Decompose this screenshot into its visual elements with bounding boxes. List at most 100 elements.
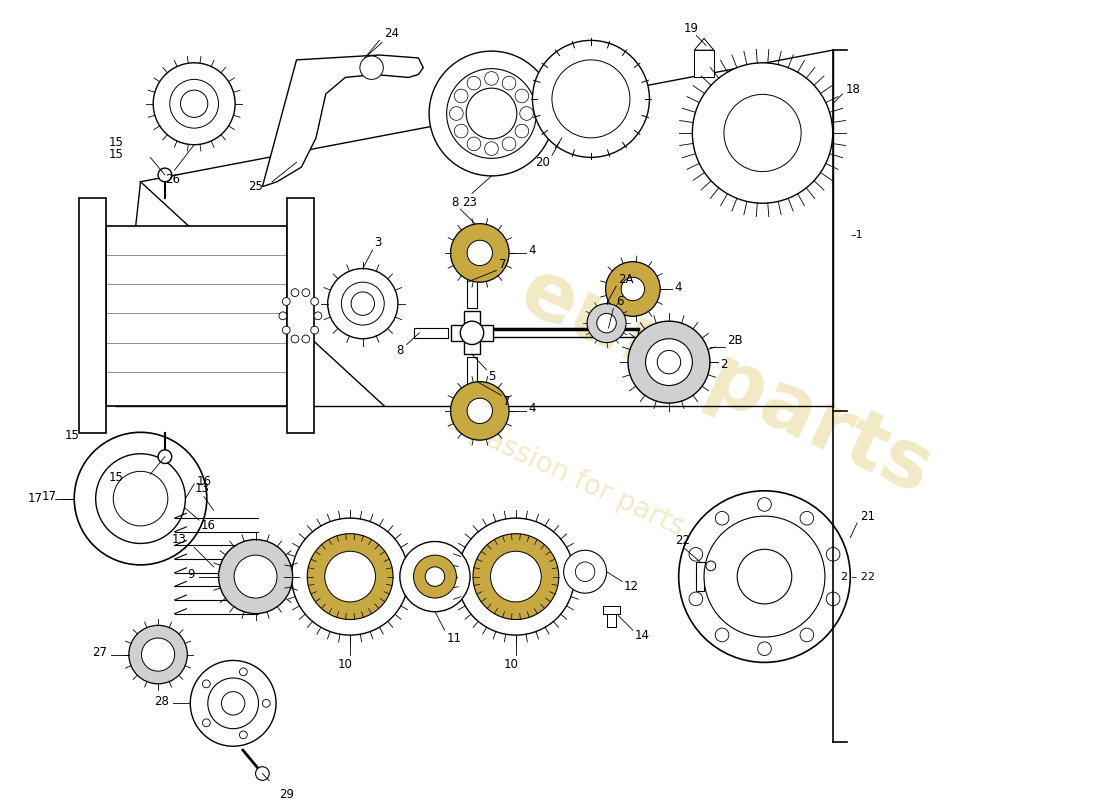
Text: 16: 16 <box>197 474 212 487</box>
Circle shape <box>826 592 840 606</box>
Circle shape <box>283 326 290 334</box>
Text: 17: 17 <box>28 492 43 505</box>
Circle shape <box>208 678 258 729</box>
Circle shape <box>96 454 186 543</box>
Bar <box>603 606 620 614</box>
Circle shape <box>689 592 703 606</box>
Bar <box>287 198 315 434</box>
Circle shape <box>468 76 481 90</box>
Text: 23: 23 <box>463 196 477 209</box>
Text: 2B: 2B <box>727 334 744 347</box>
Circle shape <box>532 40 649 158</box>
Polygon shape <box>694 38 714 50</box>
Text: 18: 18 <box>846 82 860 96</box>
Circle shape <box>240 731 248 738</box>
Circle shape <box>451 382 509 440</box>
Circle shape <box>737 550 792 604</box>
Circle shape <box>221 692 245 715</box>
Text: 11: 11 <box>447 631 462 645</box>
Circle shape <box>679 491 850 662</box>
Text: europarts: europarts <box>507 252 944 511</box>
Text: 2A: 2A <box>618 273 634 286</box>
Circle shape <box>485 71 498 86</box>
Circle shape <box>800 628 814 642</box>
Circle shape <box>292 518 408 635</box>
Text: 7: 7 <box>499 258 507 271</box>
Circle shape <box>575 562 595 582</box>
Text: 20: 20 <box>535 156 550 169</box>
Circle shape <box>324 551 375 602</box>
Circle shape <box>113 471 168 526</box>
Circle shape <box>158 450 172 463</box>
Text: 15: 15 <box>109 136 123 150</box>
Text: 29: 29 <box>279 789 294 800</box>
Text: 26: 26 <box>165 174 180 186</box>
Circle shape <box>447 69 537 158</box>
Circle shape <box>360 56 383 79</box>
Bar <box>464 311 480 354</box>
Circle shape <box>310 326 319 334</box>
Circle shape <box>169 79 219 128</box>
Text: –1: –1 <box>850 230 862 240</box>
Circle shape <box>826 547 840 561</box>
Circle shape <box>563 550 606 593</box>
Circle shape <box>587 304 626 342</box>
Circle shape <box>597 314 616 333</box>
Circle shape <box>301 335 310 343</box>
Text: 10: 10 <box>504 658 518 671</box>
Text: 21: 21 <box>860 510 875 522</box>
Circle shape <box>657 350 681 374</box>
Text: 3: 3 <box>374 236 382 249</box>
Text: 22: 22 <box>675 534 690 547</box>
Circle shape <box>180 90 208 118</box>
Circle shape <box>515 89 529 102</box>
Circle shape <box>458 518 574 635</box>
Text: 2: 2 <box>719 358 727 370</box>
Circle shape <box>758 642 771 655</box>
Text: 8: 8 <box>451 196 459 209</box>
Text: 15: 15 <box>109 470 123 484</box>
Circle shape <box>234 555 277 598</box>
Circle shape <box>315 312 322 320</box>
Circle shape <box>414 555 456 598</box>
Text: 28: 28 <box>154 695 168 708</box>
Text: 16: 16 <box>201 519 216 533</box>
Circle shape <box>219 539 293 614</box>
Circle shape <box>473 534 559 619</box>
Bar <box>414 328 448 338</box>
Circle shape <box>520 106 534 120</box>
Circle shape <box>485 142 498 155</box>
Circle shape <box>628 321 710 403</box>
Circle shape <box>552 60 630 138</box>
Circle shape <box>351 292 374 315</box>
Circle shape <box>153 63 235 145</box>
Circle shape <box>202 719 210 726</box>
Circle shape <box>724 94 801 172</box>
Text: 27: 27 <box>92 646 108 659</box>
Text: 5: 5 <box>488 370 496 383</box>
Text: 9: 9 <box>188 568 195 581</box>
Circle shape <box>142 638 175 671</box>
Text: 24: 24 <box>384 27 399 40</box>
Circle shape <box>503 76 516 90</box>
Circle shape <box>255 766 270 780</box>
Text: 15: 15 <box>65 429 79 442</box>
Text: 4: 4 <box>529 245 536 258</box>
Circle shape <box>692 63 833 203</box>
Text: 2 – 22: 2 – 22 <box>840 571 874 582</box>
Text: 19: 19 <box>684 22 699 35</box>
Text: a passion for parts since 1985: a passion for parts since 1985 <box>442 407 834 610</box>
Circle shape <box>758 498 771 511</box>
Circle shape <box>454 124 467 138</box>
Circle shape <box>292 289 299 297</box>
Circle shape <box>468 398 493 423</box>
Text: 17: 17 <box>42 490 57 503</box>
Circle shape <box>426 567 444 586</box>
Circle shape <box>307 534 393 619</box>
Circle shape <box>283 298 290 306</box>
Bar <box>694 50 714 78</box>
Circle shape <box>292 335 299 343</box>
Circle shape <box>400 542 470 612</box>
Bar <box>468 358 477 389</box>
Bar <box>107 226 287 406</box>
